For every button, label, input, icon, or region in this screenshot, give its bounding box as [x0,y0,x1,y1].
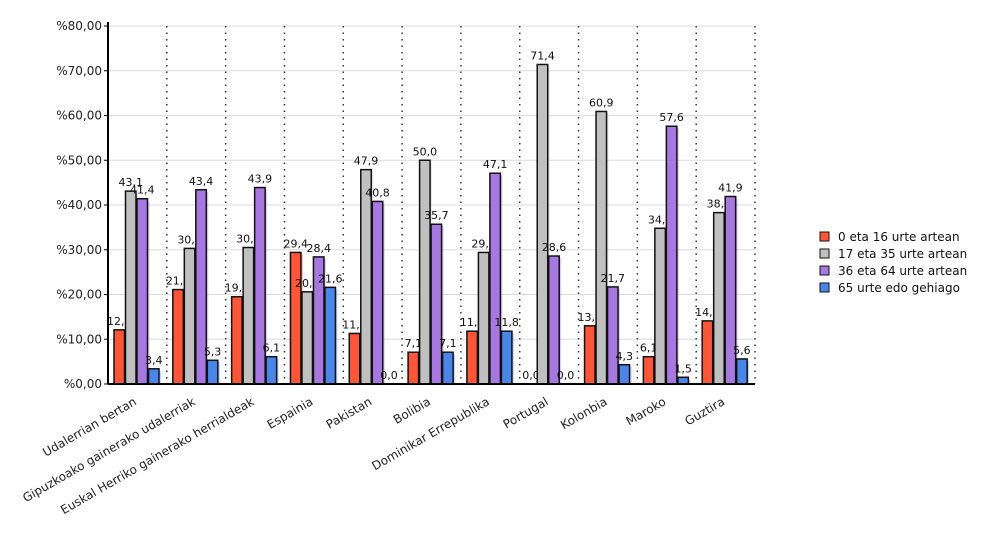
data-label: 0,0 [380,369,398,382]
y-tick-label: %80,00 [56,19,102,33]
y-tick-label: %20,00 [56,288,102,302]
legend-swatch [819,265,830,276]
x-tick-label: Bolibia [391,394,433,426]
bar [172,288,185,385]
data-label: 21,6 [318,272,343,285]
bar [124,190,137,385]
bar [324,286,337,385]
bar [606,286,619,385]
data-label: 5,6 [733,344,751,357]
x-tick-label: Portugal [501,394,551,431]
bar [547,255,560,385]
bar [430,223,443,385]
legend-swatch [819,231,830,242]
bar [583,325,596,385]
bar [407,351,420,385]
bar [418,159,431,385]
bar [441,351,454,385]
data-label: 4,3 [616,350,634,363]
bar [230,295,243,385]
data-label: 7,1 [405,337,423,350]
legend-label: 65 urte edo gehiago [838,281,960,295]
data-label: 11,8 [494,316,519,329]
data-label: 0,0 [557,369,575,382]
bar [665,125,678,385]
x-tick-label: Guztira [682,394,727,428]
x-tick-label: Maroko [624,394,669,428]
bar [595,110,608,385]
bar [642,355,655,385]
data-label: 47,9 [354,155,379,168]
data-label: 43,1 [119,176,144,189]
bar [489,172,502,385]
y-tick-label: %0,00 [64,377,102,391]
data-label: 6,1 [640,342,658,355]
data-label: 57,6 [659,111,684,124]
x-tick-label: Kolonbia [558,394,609,432]
bar [289,251,302,385]
bar [147,368,160,385]
bar [536,63,549,385]
y-tick-label: %30,00 [56,243,102,257]
legend-label: 0 eta 16 urte artean [838,230,960,244]
bar [183,247,196,385]
bar [360,168,373,385]
bar [206,359,219,385]
data-label: 7,1 [439,337,457,350]
data-label: 40,8 [365,186,390,199]
legend-swatch [819,248,830,259]
bar [242,246,255,385]
data-label: 35,7 [424,209,449,222]
y-tick-label: %40,00 [56,198,102,212]
bar [500,330,513,385]
legend-swatch [819,282,830,293]
data-label: 0,0 [522,369,540,382]
y-tick-label: %50,00 [56,153,102,167]
x-tick-label: Espainia [265,394,316,431]
data-label: 43,9 [248,173,273,186]
x-tick-label: Udalerrian bertan [40,394,139,459]
data-label: 71,4 [530,49,555,62]
bar [466,330,479,385]
bar [113,329,126,385]
bar [735,358,748,385]
y-tick-label: %70,00 [56,64,102,78]
bar [477,251,490,385]
data-label: 6,1 [263,342,281,355]
data-label: 28,6 [542,241,567,254]
bar [654,227,667,385]
y-tick-label: %10,00 [56,332,102,346]
y-tick-label: %60,00 [56,109,102,123]
data-label: 1,5 [674,362,692,375]
bar [265,355,278,385]
data-label: 41,4 [130,184,155,197]
data-label: 3,4 [145,354,163,367]
data-label: 5,3 [204,345,222,358]
data-label: 60,9 [589,96,614,109]
data-label: 47,1 [483,158,508,171]
legend-label: 17 eta 35 urte artean [838,247,967,261]
bar [301,291,314,385]
data-label: 50,0 [413,145,438,158]
data-label: 43,4 [189,175,214,188]
legend-label: 36 eta 64 urte artean [838,264,967,278]
data-label: 28,4 [306,242,331,255]
bar [618,364,631,385]
data-label: 29,4 [283,237,308,250]
x-tick-label: Pakistan [324,394,375,431]
bar [712,211,725,385]
bar [701,320,714,385]
data-label: 41,9 [718,181,743,194]
bar [677,376,690,385]
bar [348,332,361,385]
bar [371,200,384,385]
data-label: 21,7 [601,272,626,285]
